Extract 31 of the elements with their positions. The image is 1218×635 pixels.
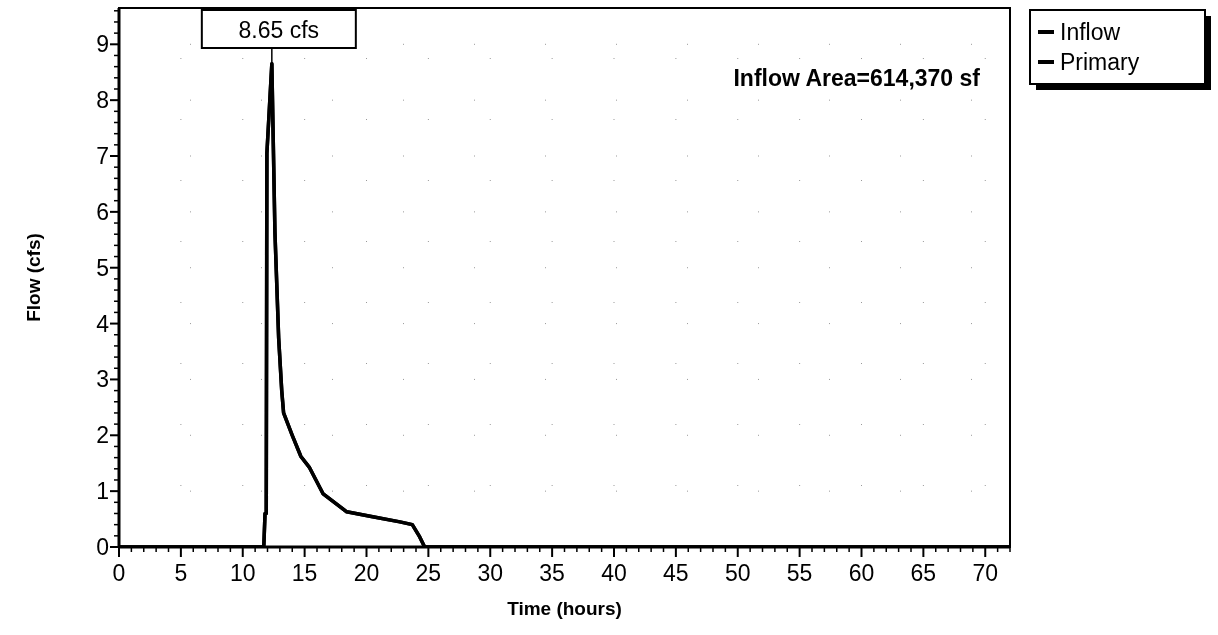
y-tick-label: 8 (96, 87, 109, 114)
legend-label: Inflow (1060, 19, 1121, 45)
x-tick-label: 55 (786, 560, 813, 586)
y-tick-label: 4 (96, 310, 110, 337)
x-tick-label: 60 (848, 560, 875, 586)
y-tick-label: 0 (96, 534, 109, 560)
x-tick-label: 10 (229, 560, 256, 586)
x-tick-label: 0 (112, 560, 126, 586)
legend-label: Primary (1060, 49, 1140, 75)
x-tick-label: 15 (291, 560, 318, 586)
x-axis-title: Time (hours) (507, 598, 622, 619)
x-tick-label: 35 (539, 560, 565, 586)
annotation: 8.65 cfs (238, 17, 320, 43)
y-tick-label: 5 (96, 254, 109, 281)
y-tick-label: 3 (96, 366, 109, 393)
x-tick-label: 50 (724, 560, 751, 586)
x-tick-label: 5 (174, 560, 188, 586)
x-tick-label: 30 (477, 560, 504, 586)
annotation: Inflow Area=614,370 sf (733, 65, 981, 91)
y-tick-label: 9 (96, 31, 109, 58)
y-axis-title: Flow (cfs) (23, 233, 44, 322)
x-tick-label: 70 (972, 560, 999, 586)
y-tick-label: 2 (96, 422, 109, 449)
x-tick-label: 25 (415, 560, 442, 586)
x-tick-label: 40 (601, 560, 627, 586)
x-tick-label: 20 (353, 560, 380, 586)
x-tick-label: 65 (910, 560, 937, 586)
x-tick-label: 45 (663, 560, 689, 586)
y-tick-label: 6 (96, 198, 109, 225)
y-tick-label: 1 (96, 478, 109, 505)
y-tick-label: 7 (96, 143, 109, 170)
